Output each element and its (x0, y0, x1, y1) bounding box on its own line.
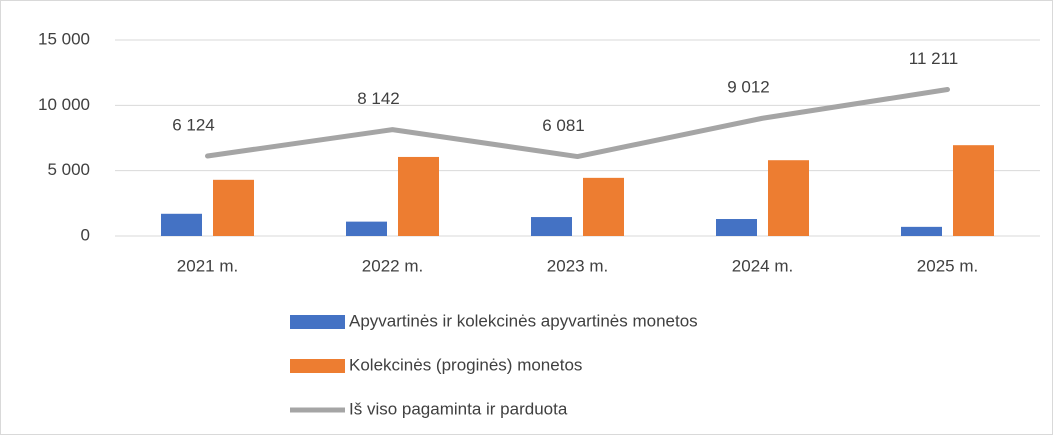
x-tick-label: 2022 m. (362, 256, 423, 275)
legend-label: Kolekcinės (proginės) monetos (349, 355, 582, 374)
x-tick-label: 2021 m. (177, 256, 238, 275)
legend-swatch (290, 315, 345, 329)
bar (213, 179, 254, 236)
bar (531, 217, 572, 236)
bar (901, 226, 942, 236)
bar (953, 145, 994, 236)
bar (346, 221, 387, 236)
bar (583, 177, 624, 236)
bar (768, 160, 809, 236)
legend-label: Iš viso pagaminta ir parduota (349, 399, 568, 418)
bar (161, 213, 202, 236)
bar (398, 156, 439, 236)
data-label: 6 081 (542, 116, 585, 135)
x-tick-label: 2023 m. (547, 256, 608, 275)
y-tick-label: 5 000 (47, 160, 90, 179)
x-tick-label: 2024 m. (732, 256, 793, 275)
legend-label: Apyvartinės ir kolekcinės apyvartinės mo… (349, 311, 698, 330)
line (205, 87, 950, 160)
legend-swatch (290, 359, 345, 373)
data-label: 9 012 (727, 78, 770, 97)
x-tick-label: 2025 m. (917, 256, 978, 275)
data-label: 6 124 (172, 115, 215, 134)
y-tick-label: 0 (81, 225, 90, 244)
data-label: 11 211 (909, 49, 958, 68)
data-label: 8 142 (357, 89, 400, 108)
y-tick-label: 15 000 (38, 29, 90, 48)
y-tick-label: 10 000 (38, 95, 90, 114)
bar (716, 219, 757, 236)
